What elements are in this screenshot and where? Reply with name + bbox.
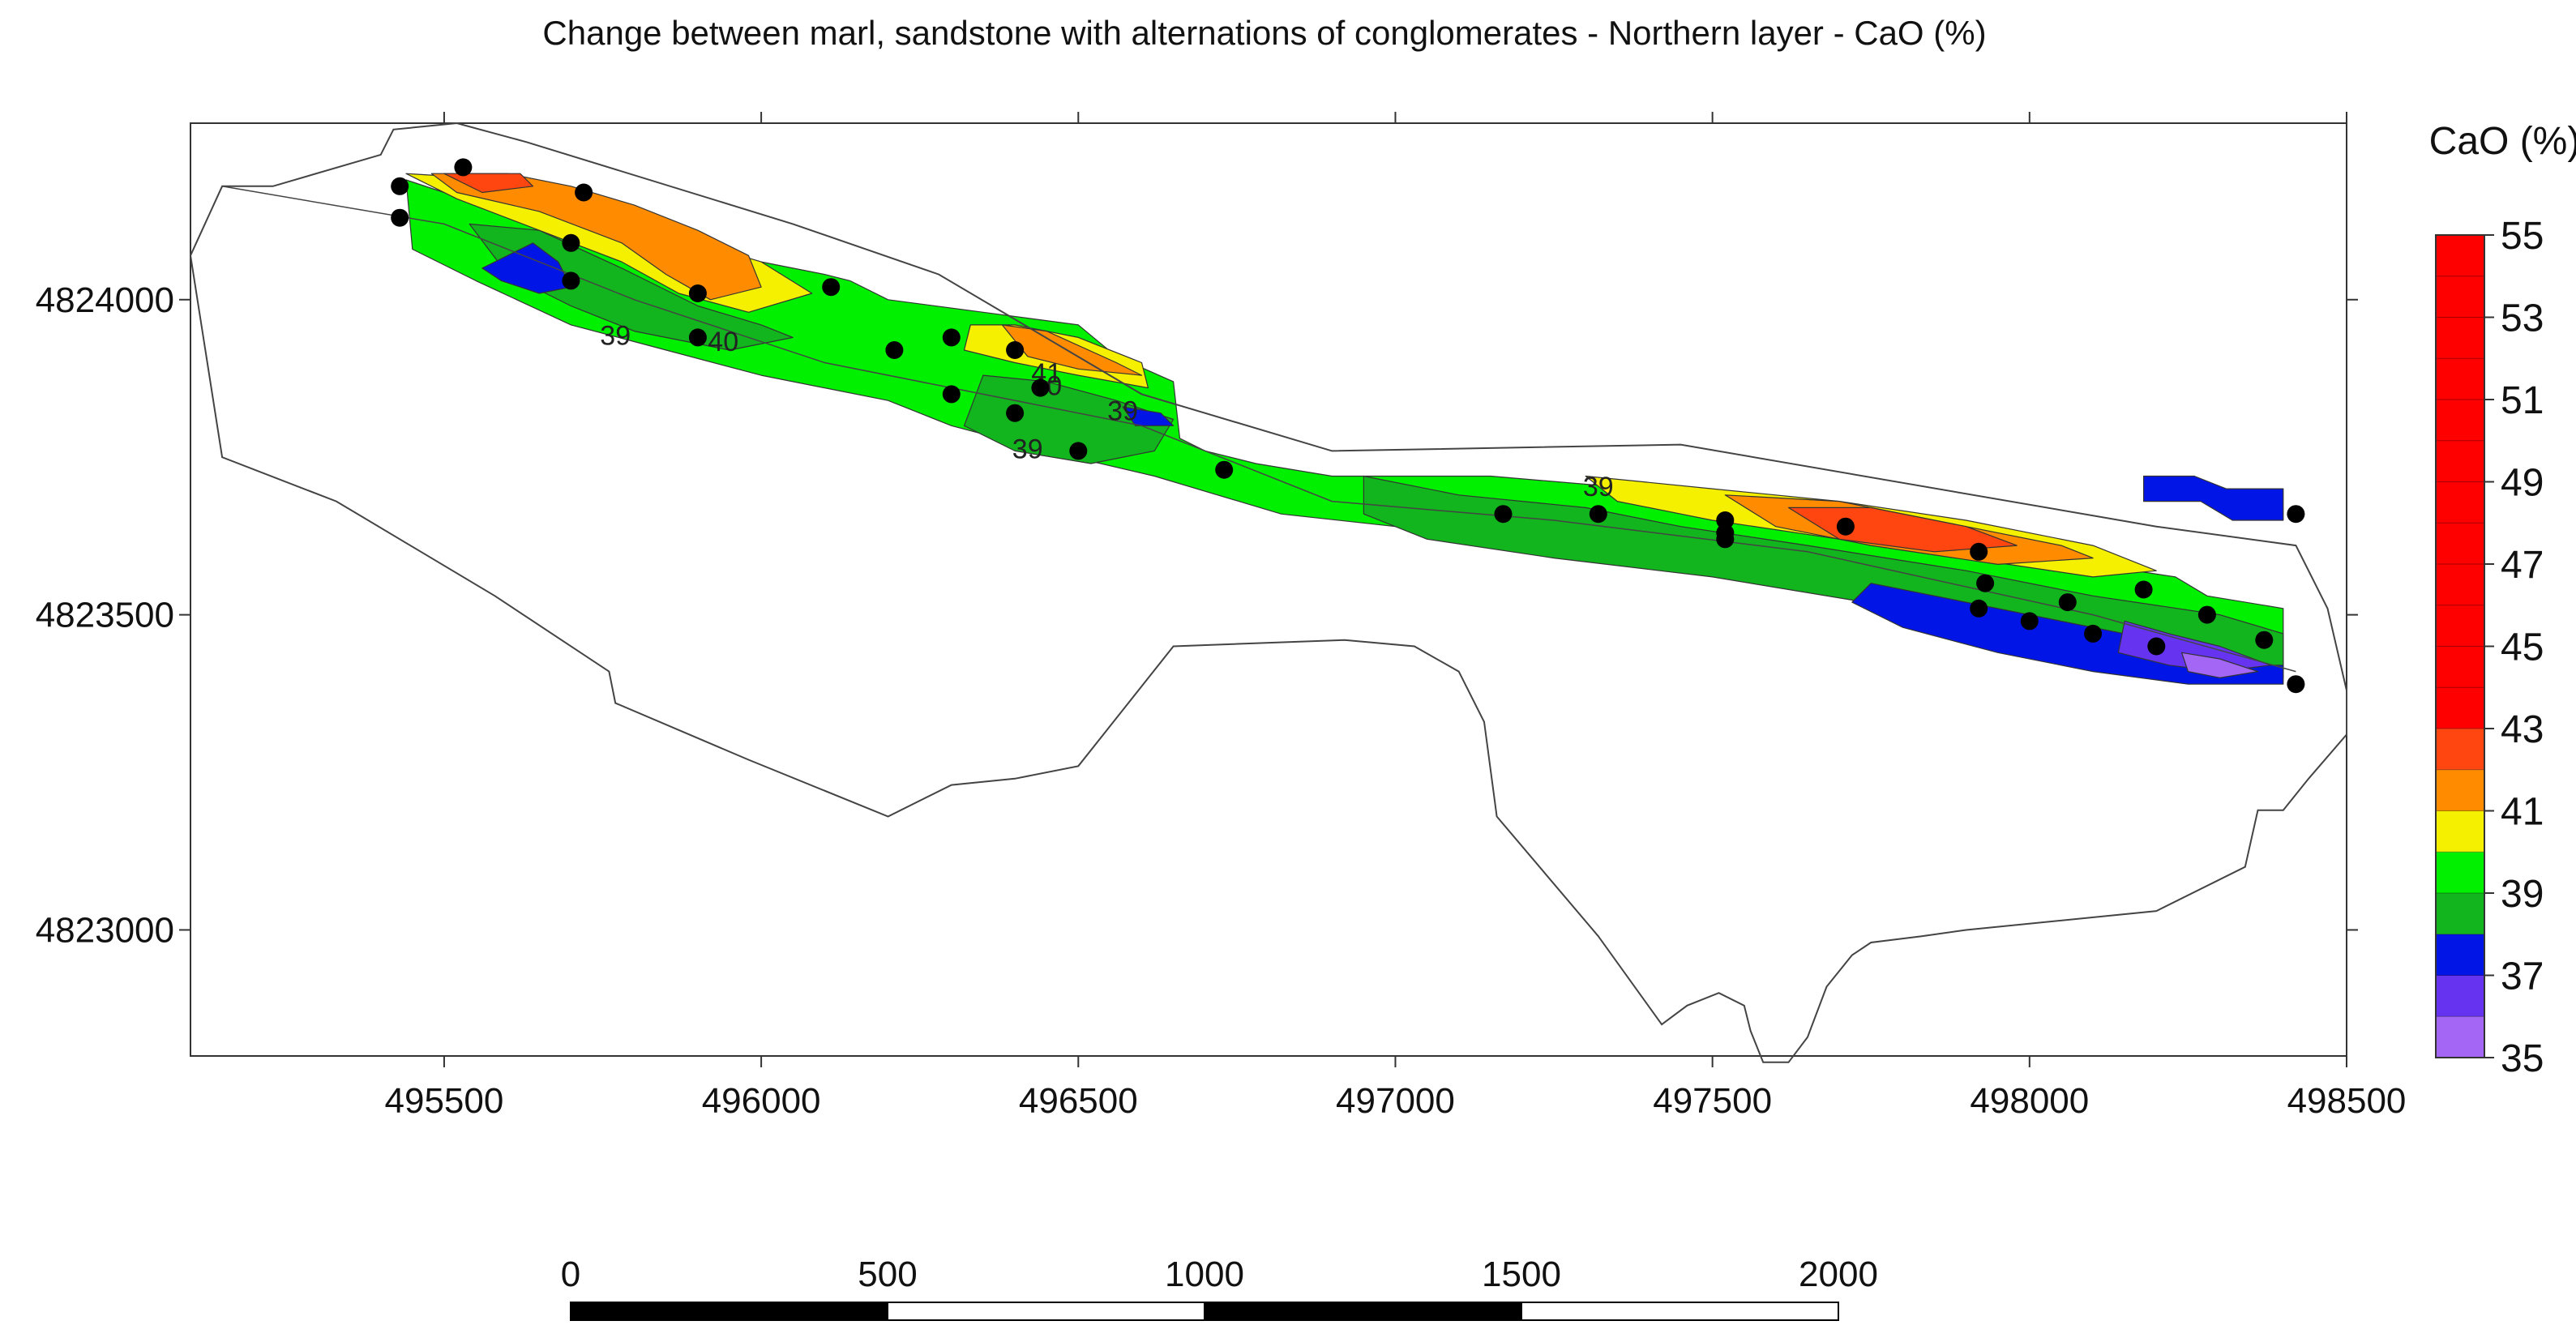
scale-segment-1: [887, 1302, 1205, 1321]
scale-label-4: 2000: [1799, 1255, 1878, 1294]
x-tick-label-1: 496000: [702, 1081, 821, 1121]
sample-point-1: [391, 177, 409, 195]
legend-swatch-6: [2436, 769, 2484, 811]
sample-point-30: [2147, 637, 2166, 656]
sample-point-15: [1069, 442, 1088, 460]
x-axis: 495500 496000 496500 497000 497500 498000 4985…: [385, 112, 2407, 1121]
sample-point-5: [562, 271, 580, 290]
sample-point-22: [1836, 517, 1855, 536]
legend-label-9: 37: [2501, 955, 2544, 998]
legend: CaO (%) 55 53 51 49 47 45 43 41 39 37 35: [2429, 120, 2576, 1080]
legend-swatch-7: [2436, 729, 2484, 770]
sample-point-24: [1976, 574, 1995, 592]
sample-point-10: [942, 328, 961, 347]
legend-label-5: 45: [2501, 626, 2544, 669]
sample-point-28: [2084, 624, 2103, 643]
contour-label-6: 39: [1583, 472, 1614, 502]
scale-segment-3: [1521, 1302, 1839, 1321]
scale-label-1: 500: [858, 1255, 917, 1294]
scale-label-0: 0: [561, 1255, 580, 1294]
sample-point-11: [1006, 341, 1025, 359]
sample-point-13: [1031, 378, 1050, 397]
legend-label-7: 41: [2501, 791, 2544, 834]
layer-interior-line: [221, 186, 2296, 673]
scale-segment-0: [570, 1302, 888, 1321]
legend-label-0: 55: [2501, 215, 2544, 258]
scale-label-3: 1500: [1482, 1255, 1561, 1294]
legend-swatch-3: [2436, 893, 2484, 934]
x-tick-label-5: 498000: [1970, 1081, 2089, 1121]
sample-point-3: [575, 183, 593, 202]
y-tick-label-1: 4823500: [36, 596, 174, 635]
sample-point-19: [1716, 511, 1735, 529]
sample-point-4: [562, 233, 580, 252]
map-title: Change between marl, sandstone with alte…: [542, 14, 1986, 52]
legend-swatch-8: [2436, 235, 2484, 729]
legend-swatch-5: [2436, 810, 2484, 853]
sample-point-21: [1716, 530, 1735, 549]
x-tick-label-0: 495500: [385, 1081, 504, 1121]
sample-point-32: [2255, 631, 2274, 649]
cao-zone-blue-west: [481, 242, 572, 294]
legend-swatch-0: [2436, 1016, 2484, 1058]
cao-zone-lilac-east: [2181, 652, 2259, 679]
cao-zone-orange-west: [430, 173, 762, 301]
legend-title: CaO (%): [2429, 120, 2576, 163]
contour-label-4: 39: [1107, 396, 1138, 427]
legend-label-6: 43: [2501, 708, 2544, 751]
legend-swatch-4: [2436, 852, 2484, 894]
scale-segment-2: [1204, 1302, 1522, 1321]
legend-label-10: 35: [2501, 1037, 2544, 1080]
sample-point-7: [688, 328, 707, 347]
scale-bar: 0 500 1000 1500 2000: [561, 1255, 1878, 1321]
x-tick-label-4: 497500: [1653, 1081, 1772, 1121]
study-area-boundary: [190, 122, 2347, 1063]
legend-swatch-1: [2436, 975, 2484, 1017]
interior-outline: [221, 186, 2296, 673]
boundary-outline: [190, 122, 2347, 1063]
legend-label-2: 51: [2501, 379, 2544, 422]
y-axis: 4824000 4823500 4823000: [36, 280, 2358, 950]
contour-label-5: 39: [1012, 434, 1043, 464]
cao-zone-dark-green-mid: [963, 374, 1175, 464]
legend-label-3: 49: [2501, 462, 2544, 505]
cao-zone-blue-isolated: [2143, 475, 2284, 521]
sample-point-23: [1970, 542, 1988, 561]
cao-zone-red-west: [443, 173, 534, 194]
legend-swatch-2: [2436, 934, 2484, 976]
legend-label-1: 53: [2501, 297, 2544, 340]
sample-point-14: [1006, 404, 1025, 422]
contour-label-0: 39: [600, 320, 631, 351]
y-tick-label-2: 4823000: [36, 910, 174, 950]
y-tick-label-0: 4824000: [36, 280, 174, 320]
sample-point-12: [942, 385, 961, 404]
contour-label-1: 40: [708, 327, 738, 357]
sample-point-0: [454, 158, 473, 177]
cao-zone-blue-mid: [1122, 406, 1175, 426]
scale-label-2: 1000: [1165, 1255, 1244, 1294]
sample-point-26: [2020, 612, 2039, 631]
x-tick-label-2: 496500: [1019, 1081, 1138, 1121]
sample-point-33: [2287, 675, 2305, 694]
sample-point-16: [1215, 460, 1234, 479]
sample-point-27: [2058, 593, 2077, 612]
sample-point-18: [1589, 505, 1607, 524]
sample-points: [391, 158, 2305, 694]
x-tick-label-6: 498500: [2287, 1081, 2407, 1121]
x-tick-label-3: 497000: [1336, 1081, 1455, 1121]
sample-point-17: [1494, 505, 1513, 524]
sample-point-29: [2134, 580, 2153, 599]
legend-label-4: 47: [2501, 544, 2544, 587]
legend-label-8: 39: [2501, 873, 2544, 916]
sample-point-31: [2197, 605, 2216, 624]
sample-point-9: [885, 341, 904, 359]
sample-point-25: [1970, 599, 1988, 618]
sample-point-6: [688, 284, 707, 302]
cao-zone-orange-mid: [1001, 324, 1143, 376]
sample-point-34: [2287, 505, 2305, 524]
sample-point-8: [822, 278, 841, 297]
plot-area: 39404140393939: [190, 122, 2347, 1063]
sample-point-2: [391, 208, 409, 227]
